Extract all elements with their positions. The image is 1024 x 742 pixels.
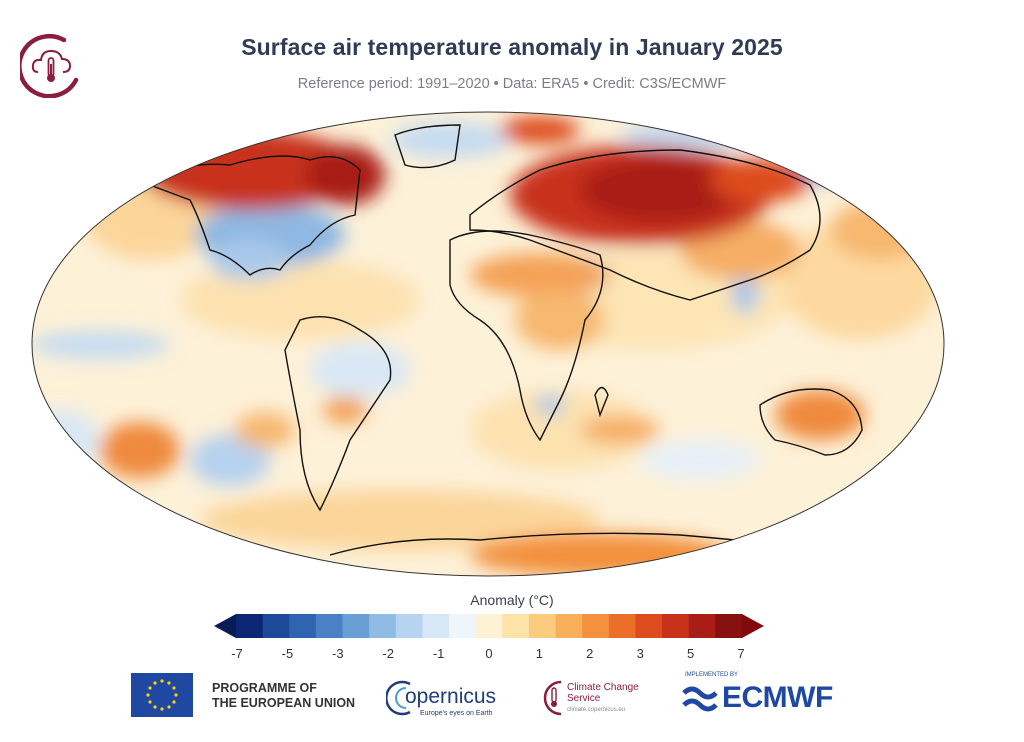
colorbar-tick-label: 2: [586, 646, 594, 661]
colorbar-tick-label: 0: [485, 646, 493, 661]
colorbar-segment: [502, 614, 530, 638]
copernicus-c-icon: [386, 680, 411, 716]
colorbar-segment: [422, 614, 450, 638]
colorbar-tick-label: -7: [231, 646, 243, 661]
colorbar-segment: [395, 614, 423, 638]
colorbar-segment: [582, 614, 610, 638]
colorbar-tick-label: -5: [281, 646, 294, 661]
colorbar-tick-label: 1: [535, 646, 543, 661]
anomaly-field: [32, 116, 940, 576]
page-subtitle: Reference period: 1991–2020 • Data: ERA5…: [297, 76, 727, 92]
colorbar-segment: [342, 614, 370, 638]
colorbar-segment: [715, 614, 743, 638]
colorbar-right-arrow: [742, 614, 764, 638]
colorbar-segment: [528, 614, 557, 638]
copernicus-tagline: Europe's eyes on Earth: [420, 710, 493, 717]
ecmwf-implemented-by: IMPLEMENTED BY: [685, 672, 739, 678]
ecmwf-name: ECMWF: [722, 681, 833, 714]
colorbar-label: Anomaly (°C): [470, 592, 554, 608]
colorbar-tick-label: 7: [737, 646, 745, 661]
colorbar-segment: [662, 614, 690, 638]
colorbar-segment: [236, 614, 264, 638]
colorbar-tick-label: -2: [382, 646, 394, 661]
colorbar-tick-label: 5: [686, 646, 695, 661]
c3s-tagline: climate.copernicus.eu: [567, 707, 626, 713]
ecmwf-logo: IMPLEMENTED BY ECMWF: [680, 671, 860, 721]
copernicus-name: opernicus: [405, 685, 497, 708]
colorbar-segment: [475, 614, 503, 638]
page-title: Surface air temperature anomaly in Janua…: [241, 34, 783, 60]
ecmwf-wave-icon: [682, 686, 718, 712]
colorbar-segment: [289, 614, 317, 638]
colorbar-segment: [608, 614, 636, 638]
climate-service-logo: [20, 34, 79, 98]
copernicus-logo: opernicus Europe's eyes on Earth: [386, 674, 516, 724]
c3s-logo: Climate Change Service climate.copernicu…: [541, 674, 666, 724]
colorbar-tick-label: 3: [636, 646, 644, 661]
colorbar-segment: [262, 614, 290, 638]
eu-flag-logo: [131, 673, 193, 717]
colorbar-tick-label: -3: [332, 646, 344, 661]
colorbar: [214, 614, 764, 638]
colorbar-segment: [369, 614, 397, 638]
colorbar-segment: [635, 614, 663, 638]
c3s-thermometer-icon: [543, 680, 562, 716]
colorbar-segment: [688, 614, 716, 638]
coastlines: [148, 124, 863, 556]
colorbar-segment: [555, 614, 583, 638]
eu-programme-text: PROGRAMME OF THE EUROPEAN UNION: [212, 681, 372, 711]
colorbar-segment: [449, 614, 477, 638]
c3s-name: Climate Change Service: [567, 682, 639, 704]
eu-text-line1: PROGRAMME OF: [212, 681, 317, 695]
eu-text-line2: THE EUROPEAN UNION: [212, 696, 356, 710]
colorbar-tick-label: -1: [432, 646, 445, 661]
colorbar-segment: [315, 614, 344, 638]
colorbar-left-arrow: [214, 614, 236, 638]
anomaly-map: [31, 111, 945, 577]
